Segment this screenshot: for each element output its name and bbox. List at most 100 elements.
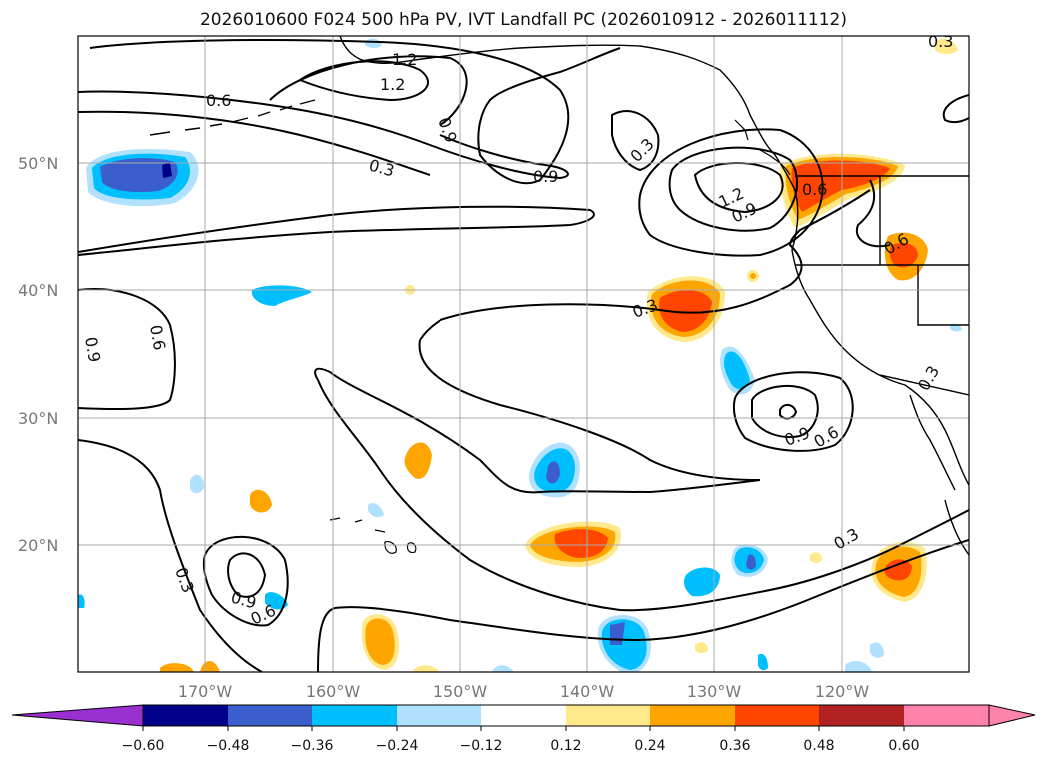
anomaly-20n-red [554, 529, 608, 558]
colorbar-tick-label: −0.12 [460, 738, 503, 754]
contour-0.3-central-b [314, 339, 969, 612]
colorbar-tick-label: −0.24 [376, 738, 419, 754]
coast-mexico [944, 499, 969, 556]
lat-label-30n: 30°N [18, 409, 58, 428]
anomaly-small-6 [412, 665, 440, 672]
contour-right [942, 94, 969, 124]
colorbar-segment [228, 705, 312, 726]
anomaly-16n-blue [684, 567, 720, 597]
lat-label-50n: 50°N [18, 154, 58, 173]
colorbar-segment [819, 705, 904, 726]
anomaly-small-16 [78, 594, 85, 608]
contour-outer-north [89, 39, 621, 185]
anomaly-small-11 [935, 38, 958, 55]
colorbar-segment [735, 705, 819, 726]
lon-label-170w: 170°W [178, 682, 233, 701]
contour-0.3-central-c [419, 319, 441, 341]
contour-label: 0.6 [802, 180, 827, 199]
anomaly-28n-orange [404, 442, 432, 479]
lat-labels: 50°N 40°N 30°N 20°N [18, 154, 58, 555]
anomaly-small-13 [695, 642, 708, 654]
anomaly-32n-cyan [724, 351, 750, 390]
colorbar-tick-label: 0.24 [634, 738, 665, 754]
anomaly-small-3 [265, 592, 288, 610]
anomaly-inland-red [889, 242, 918, 268]
colorbar-tick-label: 0.60 [888, 738, 919, 754]
anomaly-dot-1b [750, 273, 756, 279]
island-vancouver [759, 149, 791, 176]
lon-label-140w: 140°W [560, 682, 615, 701]
anomaly-26n-mid [546, 461, 560, 484]
anomaly-small-4 [160, 663, 194, 672]
contour-0.6-hawaii [202, 535, 289, 627]
contour-0.6-west [78, 288, 176, 411]
lon-labels: 170°W 160°W 150°W 140°W 130°W 120°W [178, 682, 870, 701]
coast-aleutians [149, 99, 316, 136]
anomaly-38n-red [659, 290, 712, 332]
anomaly-small-9 [845, 660, 872, 672]
contour-label: 1.2 [392, 50, 417, 69]
anomaly-small-2 [190, 474, 205, 494]
lon-label-130w: 130°W [687, 682, 742, 701]
anomaly-18n-mid [746, 554, 756, 570]
pv-contours [78, 39, 969, 672]
coastlines [149, 36, 969, 556]
anomaly-small-8 [368, 503, 384, 518]
contour-0.3-west [78, 439, 263, 672]
colorbar: −0.60 −0.48 −0.36 −0.24 −0.12 0.12 0.24 … [11, 704, 1036, 754]
map-panel [78, 36, 969, 672]
colorbar-segment [566, 705, 650, 726]
border-us-mexico [879, 374, 969, 396]
gridlines [78, 36, 969, 672]
contour-0.9-gulf [668, 146, 799, 232]
contour-label: 0.3 [928, 32, 953, 51]
anomaly-small-10 [870, 642, 884, 658]
contour-label: 0.6 [146, 323, 169, 351]
colorbar-segment [312, 705, 397, 726]
colorbar-tick-label: −0.60 [122, 738, 165, 754]
anomaly-12n-orange [365, 618, 395, 665]
contour-1.2-sub [779, 404, 798, 420]
contour-label: 0.9 [533, 167, 558, 186]
islands [329, 119, 791, 554]
contour-label: 0.6 [206, 91, 231, 110]
colorbar-tick-label: 0.36 [719, 738, 750, 754]
contour-0.3-loop [611, 110, 660, 172]
map-title: 2026010600 F024 500 hPa PV, IVT Landfall… [199, 10, 847, 30]
island-hawaii-4 [384, 540, 397, 554]
anomaly-blob-west-deep [162, 162, 172, 178]
colorbar-extend-left [11, 704, 144, 727]
colorbar-segment [397, 705, 481, 726]
coast-westcoast [791, 189, 969, 486]
colorbar-tick-label: −0.48 [207, 738, 250, 754]
contour-label: 1.2 [380, 75, 405, 94]
anomaly-blob-west-mid [100, 158, 178, 192]
colorbar-segment [650, 705, 735, 726]
colorbar-segment [143, 705, 228, 726]
anomaly-small-14 [810, 552, 822, 564]
contour-0.6-gulf [638, 128, 824, 257]
contour-0.6-east [855, 179, 891, 248]
lon-label-120w: 120°W [815, 682, 870, 701]
contour-0.9-sub [751, 384, 819, 438]
anomaly-small-7 [492, 665, 514, 672]
lon-label-160w: 160°W [306, 682, 361, 701]
lat-label-20n: 20°N [18, 536, 58, 555]
contour-label: 0.9 [81, 335, 104, 363]
island-hawaii-2 [354, 519, 363, 523]
colorbar-tick-label: 0.12 [550, 738, 581, 754]
anomaly-small-1 [250, 489, 272, 513]
island-hawaii-1 [329, 517, 341, 521]
anomaly-landfall-red [791, 160, 890, 212]
map-frame [77, 35, 970, 673]
coast-alaska [339, 36, 796, 191]
contour-0.6-north [78, 90, 569, 180]
coast-baja [909, 394, 956, 491]
contour-0.3-north [78, 205, 595, 256]
lat-label-40n: 40°N [18, 281, 58, 300]
colorbar-tick-label: 0.48 [803, 738, 834, 754]
island-hawaii-3 [374, 529, 386, 533]
island-hawaii-5 [406, 542, 417, 554]
colorbar-segment [904, 705, 989, 726]
